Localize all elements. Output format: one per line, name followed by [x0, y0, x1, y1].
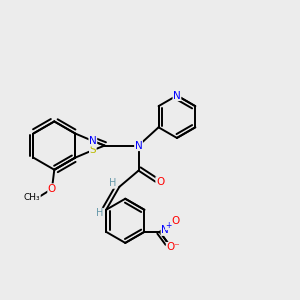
Text: O: O	[48, 184, 56, 194]
Text: S: S	[89, 145, 96, 155]
Text: N: N	[173, 91, 181, 100]
Text: CH₃: CH₃	[24, 193, 40, 202]
Text: O: O	[171, 216, 179, 226]
Text: O⁻: O⁻	[167, 242, 180, 253]
Text: H: H	[109, 178, 117, 188]
Text: N: N	[89, 136, 97, 146]
Text: +: +	[165, 221, 172, 230]
Text: N: N	[135, 141, 142, 151]
Text: O: O	[156, 177, 164, 187]
Text: N: N	[161, 225, 169, 236]
Text: H: H	[96, 208, 103, 218]
